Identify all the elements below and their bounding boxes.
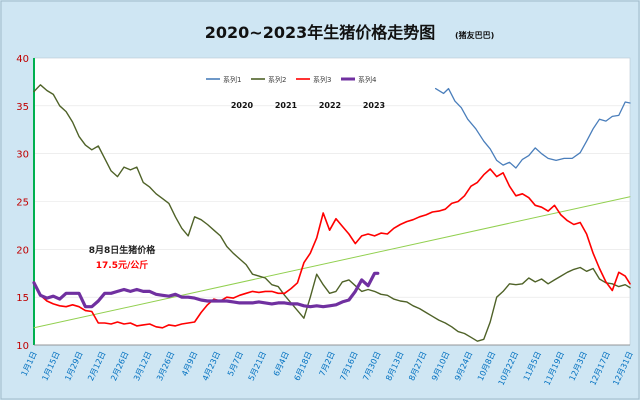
legend-label: 系列4 <box>358 75 377 84</box>
legend-year-label: 2021 <box>275 101 298 110</box>
legend-label: 系列3 <box>313 75 331 84</box>
legend-label: 系列1 <box>223 75 241 84</box>
legend: 系列1 系列2 系列3 系列4 2020 2021 2022 2023 <box>206 75 385 110</box>
chart-subtitle: (猪友巴巴) <box>455 30 494 40</box>
y-tick-label: 15 <box>16 293 29 304</box>
series-layer <box>32 84 631 342</box>
annotation-date: 8月8日生猪价格 <box>89 244 157 256</box>
legend-year-label: 2020 <box>231 101 254 110</box>
y-tick-label: 10 <box>16 341 29 352</box>
trend-line <box>33 196 631 329</box>
y-tick-label: 30 <box>16 150 29 161</box>
y-axis: 10 15 20 25 30 35 40 <box>16 54 35 352</box>
annotation-price: 17.5元/公斤 <box>96 259 149 271</box>
legend-year-label: 2023 <box>363 101 385 110</box>
y-tick-label: 25 <box>16 198 29 209</box>
legend-year-label: 2022 <box>319 101 341 110</box>
series-line <box>32 271 380 309</box>
series-line <box>33 168 631 329</box>
y-tick-label: 20 <box>16 245 29 256</box>
series-line <box>434 87 631 169</box>
legend-label: 系列2 <box>268 75 286 84</box>
chart-title: 2020~2023年生猪价格走势图 <box>205 23 435 42</box>
y-tick-label: 35 <box>16 102 29 113</box>
annotation: 8月8日生猪价格 17.5元/公斤 <box>89 244 157 271</box>
series-line <box>33 84 631 342</box>
y-tick-label: 40 <box>16 54 29 65</box>
